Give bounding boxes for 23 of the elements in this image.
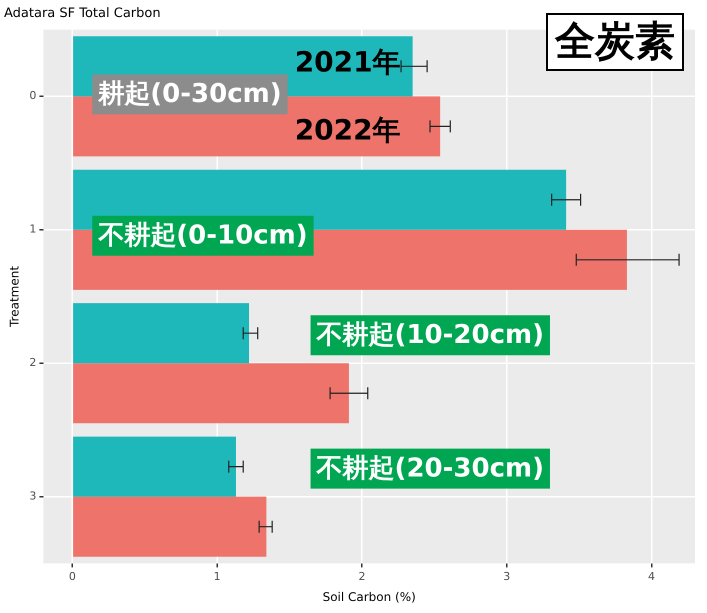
x-tick-label: 2 (358, 570, 366, 583)
x-tick-label: 3 (503, 570, 510, 583)
x-tick-label: 4 (648, 570, 656, 583)
x-tick-label: 0 (68, 570, 76, 583)
series-label: 2021年 (294, 46, 401, 79)
bar (73, 496, 266, 557)
y-tick-label: 2 (29, 356, 36, 370)
annotation: 不耕起(10-20cm) (316, 320, 544, 350)
annotation: 全炭素 (554, 18, 675, 64)
annotation: 不耕起(0-10cm) (97, 220, 308, 251)
bar (73, 303, 250, 364)
y-axis-title: Treatment (7, 266, 22, 328)
annotation: 耕起(0-30cm) (97, 79, 282, 110)
bar (73, 436, 236, 497)
y-tick-label: 0 (29, 89, 36, 102)
y-tick-label: 3 (29, 490, 36, 503)
x-tick-label: 1 (214, 570, 221, 583)
x-axis-title: Soil Carbon (%) (322, 590, 416, 604)
chart-title: Adatara SF Total Carbon (4, 6, 161, 22)
y-tick-label: 1 (29, 222, 36, 236)
annotation: 不耕起(20-30cm) (316, 453, 544, 484)
series-label: 2022年 (294, 114, 401, 147)
bar (73, 363, 349, 424)
